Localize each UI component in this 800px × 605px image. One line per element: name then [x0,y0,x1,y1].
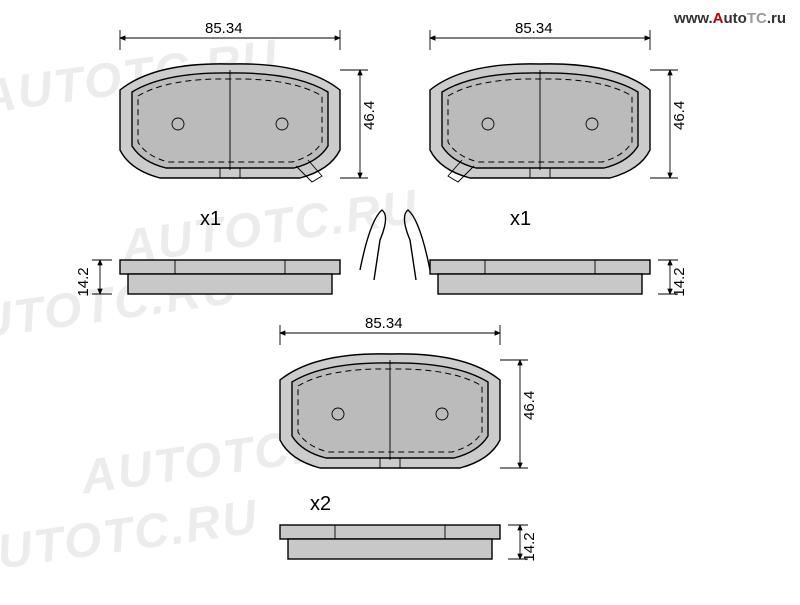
retaining-clip [360,210,386,280]
dim-width: 85.34 [365,315,403,332]
side-view-bottom [280,525,500,559]
qty-label: x2 [310,493,331,515]
side-view-right [430,260,650,294]
brake-pad-bottom [280,354,500,468]
brake-pad-top-left [120,64,340,182]
side-view-left [120,260,340,294]
qty-label: x1 [200,208,221,230]
brake-pad-top-right [430,64,650,182]
dim-thickness: 14.2 [75,267,92,296]
dim-height: 46.4 [671,101,688,130]
dim-width: 85.34 [205,20,243,37]
dim-height: 46.4 [361,101,378,130]
retaining-clip [404,210,430,280]
dim-thickness: 14.2 [671,267,688,296]
dim-height: 46.4 [521,391,538,420]
dim-width: 85.34 [515,20,553,37]
dim-thickness: 14.2 [521,532,538,561]
technical-diagram: 85.34 46.4 85.34 46.4 x1 x1 14.2 14.2 [0,0,800,600]
qty-label: x1 [510,208,531,230]
